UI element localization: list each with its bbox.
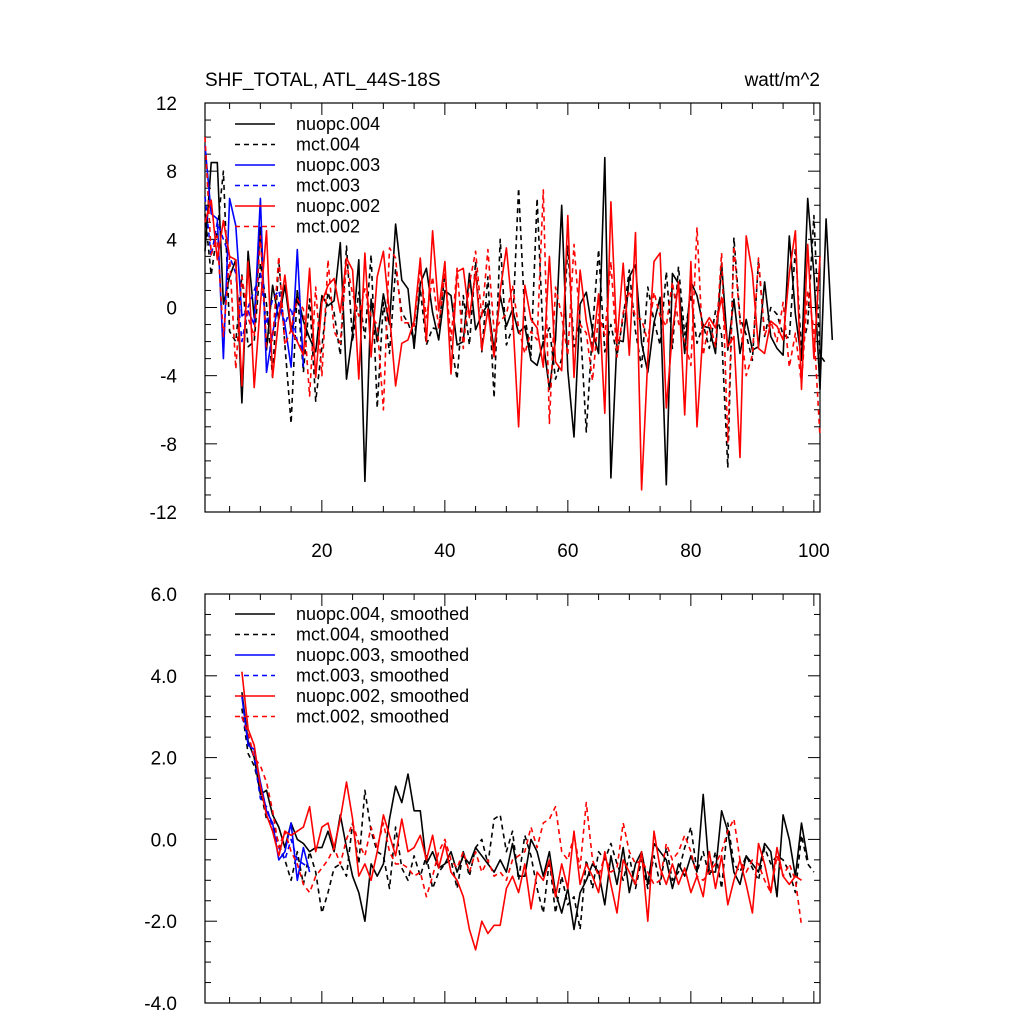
y-tick-label: 6.0	[151, 585, 177, 606]
y-tick-label: -12	[150, 503, 177, 524]
y-tick-label: 0	[166, 299, 177, 320]
series-line-nuopc-002-smoothed	[241, 671, 802, 951]
y-tick-label: 12	[156, 94, 177, 115]
legend-label: nuopc.004	[296, 114, 380, 134]
x-tick-label: 40	[434, 541, 455, 562]
legend-label: mct.004, smoothed	[296, 625, 449, 645]
top-panel: SHF_TOTAL, ATL_44S-18S watt/m^2 12840-4-…	[150, 70, 834, 562]
series-line-mct-004	[204, 170, 827, 469]
legend-label: mct.003	[296, 176, 360, 196]
legend-label: nuopc.003, smoothed	[296, 645, 469, 665]
y-tick-label: 0.0	[151, 830, 177, 851]
y-tick-label: -4.0	[144, 994, 177, 1015]
series-line-mct-002	[204, 137, 821, 443]
chart-title: SHF_TOTAL, ATL_44S-18S	[205, 70, 441, 91]
y-tick-label: 2.0	[151, 749, 177, 770]
series-line-mct-002-smoothed	[241, 716, 803, 926]
y-tick-label: 4	[166, 230, 177, 251]
chart-units: watt/m^2	[744, 70, 820, 91]
legend-label: nuopc.004, smoothed	[296, 604, 469, 624]
x-tick-label: 100	[798, 541, 830, 562]
legend-label: mct.003, smoothed	[296, 666, 449, 686]
legend-label: nuopc.002	[296, 196, 380, 216]
x-tick-label: 20	[311, 541, 332, 562]
series-line-mct-004-smoothed	[241, 708, 815, 931]
legend-label: nuopc.003	[296, 155, 380, 175]
series-line-nuopc-002	[204, 199, 821, 491]
legend-label: mct.002	[296, 217, 360, 237]
y-tick-label: -8	[160, 435, 177, 456]
series-line-mct-003	[204, 196, 305, 351]
y-tick-label: 4.0	[151, 667, 177, 688]
y-tick-label: 8	[166, 162, 177, 183]
y-tick-label: -2.0	[144, 912, 177, 933]
y-tick-label: -4	[160, 367, 177, 388]
legend-label: mct.002, smoothed	[296, 707, 449, 727]
series-line-nuopc-004-smoothed	[241, 692, 809, 931]
x-tick-label: 80	[680, 541, 701, 562]
legend-label: mct.004	[296, 135, 360, 155]
x-tick-label: 60	[557, 541, 578, 562]
legend-label: nuopc.002, smoothed	[296, 686, 469, 706]
series-line-nuopc-004	[204, 156, 834, 486]
